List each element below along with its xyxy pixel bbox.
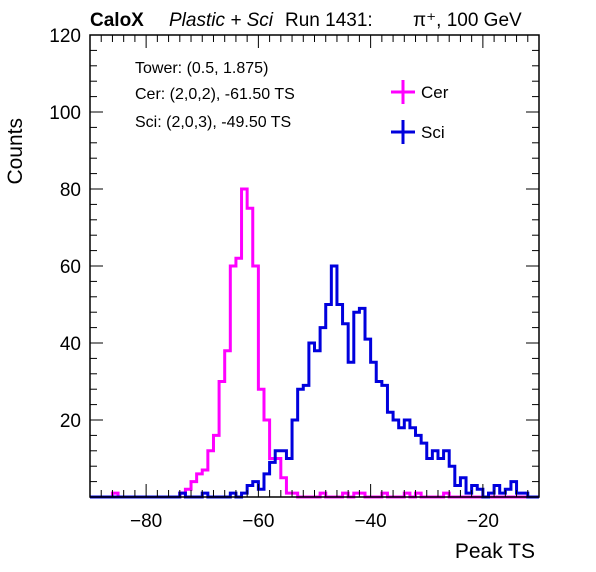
x-tick-label: −40: [355, 511, 387, 532]
y-axis-title: Counts: [4, 118, 27, 185]
legend: Cer Sci: [391, 80, 449, 144]
x-tick-label: −20: [467, 511, 499, 532]
series-layer: [90, 187, 539, 499]
cer-info: Cer: (2,0,2), -61.50 TS: [135, 86, 295, 103]
y-tick-label: 60: [60, 257, 81, 278]
legend-sci-marker: [391, 120, 415, 144]
x-tick-label: −60: [242, 511, 274, 532]
series-sci-line: [90, 264, 539, 499]
legend-sci-label: Sci: [421, 123, 445, 142]
legend-cer-label: Cer: [421, 83, 449, 102]
run-label: Run 1431:: [285, 10, 373, 31]
x-axis-title: Peak TS: [455, 540, 535, 563]
sci-info: Sci: (2,0,3), -49.50 TS: [135, 114, 291, 131]
legend-cer-marker: [391, 80, 415, 104]
beam-label: π⁺, 100 GeV: [413, 10, 522, 31]
experiment-label: CaloX: [90, 10, 144, 31]
tower-info: Tower: (0.5, 1.875): [135, 60, 268, 77]
y-tick-label: 40: [60, 334, 81, 355]
axes: −80 −60 −40 −20 20 40 60 80 100 120: [49, 26, 540, 532]
y-tick-label: 80: [60, 180, 81, 201]
x-tick-label: −80: [130, 511, 162, 532]
y-tick-label: 120: [49, 26, 81, 47]
y-tick-label: 20: [60, 411, 81, 432]
y-tick-label: 100: [49, 103, 81, 124]
plot-frame: [89, 34, 540, 498]
material-label: Plastic + Sci: [169, 10, 274, 31]
